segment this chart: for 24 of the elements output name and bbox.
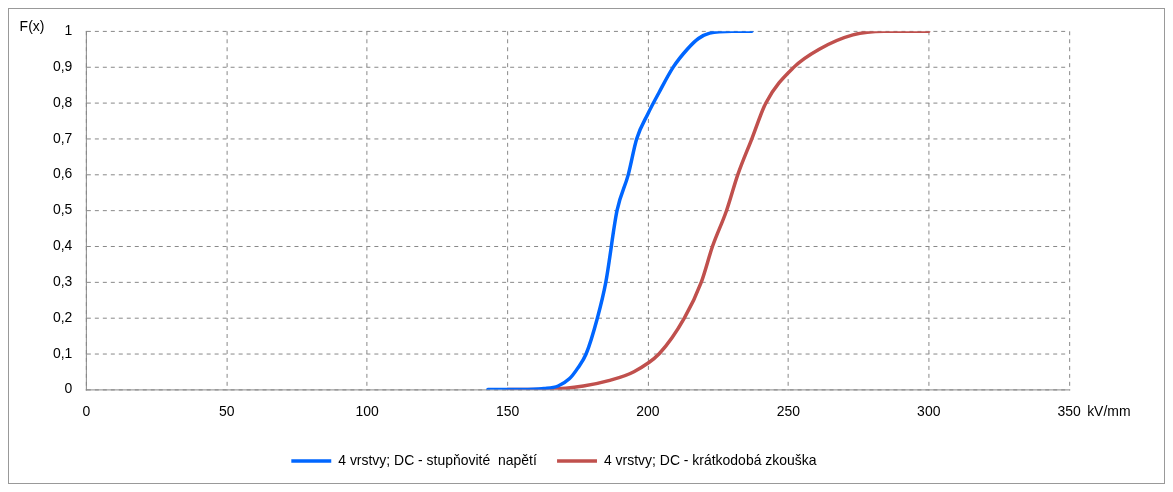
x-tick-label: 100 (355, 402, 380, 419)
x-tick-label: 300 (917, 402, 941, 419)
x-axis-title: kV/mm (1087, 403, 1131, 420)
legend-label: 4 vrstvy; DC - stupňovité napětí (338, 451, 537, 468)
y-tick-label: 0,2 (52, 308, 73, 325)
x-tick-label: 50 (218, 402, 235, 419)
y-axis-title: F(x) (19, 18, 45, 35)
y-tick-label: 1 (64, 22, 73, 39)
x-tick-label: 350 (1057, 402, 1082, 419)
y-tick-label: 0,4 (52, 237, 73, 254)
y-tick-label: 0,9 (52, 57, 73, 74)
y-tick-label: 0,6 (52, 165, 73, 182)
y-tick-label: 0,5 (52, 201, 73, 218)
x-tick-label: 200 (636, 402, 660, 419)
y-tick-label: 0,8 (52, 93, 73, 110)
x-tick-label: 150 (495, 402, 520, 419)
line-series (486, 31, 754, 390)
y-tick-label: 0,3 (52, 272, 73, 289)
x-tick-label: 0 (82, 402, 91, 419)
y-tick-label: 0 (64, 380, 73, 397)
x-tick-label: 250 (776, 402, 801, 419)
y-tick-label: 0,7 (52, 129, 73, 146)
legend-label: 4 vrstvy; DC - krátkodobá zkouška (603, 451, 817, 468)
y-tick-label: 0,1 (52, 344, 73, 361)
